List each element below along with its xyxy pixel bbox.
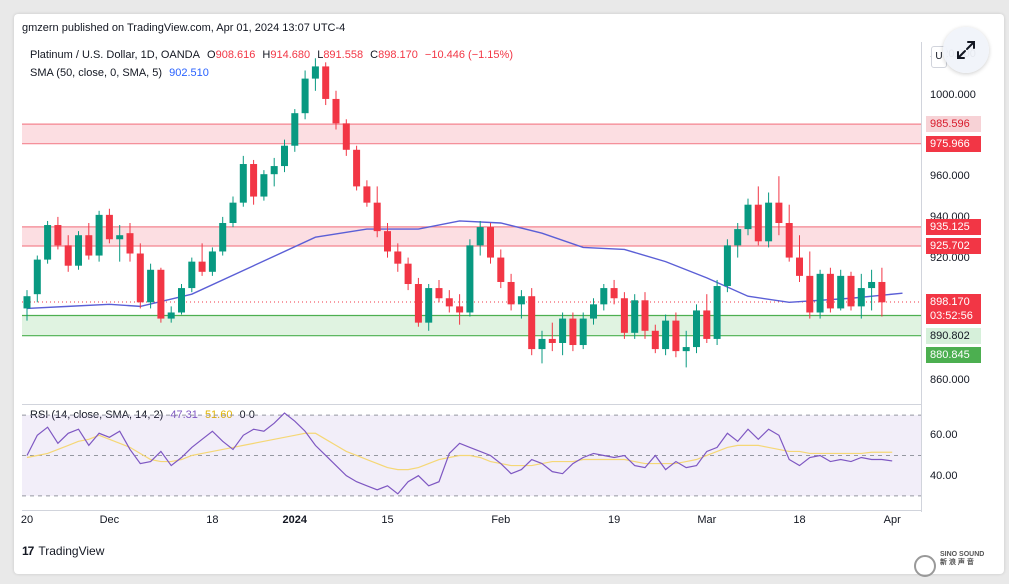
rsi-tick-label: 60.00 [930, 429, 958, 442]
watermark-line-2: 新 浪 声 音 [940, 559, 974, 566]
close-label: C [370, 49, 379, 61]
price-tag: 880.845 [926, 346, 981, 363]
time-tick-label: 18 [793, 514, 806, 526]
change-value: −10.446 (−1.15%) [424, 49, 513, 61]
publisher-line: gmzern published on TradingView.com, Apr… [22, 22, 346, 34]
rsi-name: RSI (14, close, SMA, 14, 2) [30, 409, 164, 421]
time-axis-divider [22, 510, 922, 511]
rsi-legend[interactable]: RSI (14, close, SMA, 14, 2) 47.31 51.60 … [30, 409, 259, 421]
high-value: 914.680 [270, 49, 311, 61]
price-tick-label: 960.000 [930, 170, 970, 183]
open-value: 908.616 [215, 49, 256, 61]
rsi-sma-value: 51.60 [204, 409, 233, 421]
chart-card [14, 14, 1004, 574]
price-tag: 975.966 [926, 135, 981, 152]
time-tick-label: Feb [491, 514, 511, 526]
rsi-value: 47.31 [170, 409, 198, 421]
price-axis-divider [921, 42, 922, 512]
price-tag: 890.802 [926, 327, 981, 344]
time-tick-label: 2024 [282, 514, 308, 526]
time-tick-label: 18 [206, 514, 219, 526]
tradingview-logo-icon: 17 [22, 544, 34, 558]
time-tick-label: Mar [697, 514, 717, 526]
watermark: SINO SOUND 新 浪 声 音 [940, 551, 984, 567]
low-value: 891.558 [323, 49, 364, 61]
time-tick-label: Apr [883, 514, 901, 526]
tradingview-brand[interactable]: 17 TradingView [22, 544, 104, 558]
expand-icon [957, 41, 975, 59]
price-tag: 925.702 [926, 237, 981, 254]
fullscreen-button[interactable] [943, 27, 989, 73]
sma-name: SMA (50, close, 0, SMA, 5) [30, 67, 163, 79]
time-tick-label: Dec [99, 514, 120, 526]
price-tick-label: 1000.000 [930, 88, 976, 101]
time-tick-label: 15 [381, 514, 394, 526]
sma-legend[interactable]: SMA (50, close, 0, SMA, 5) 902.510 [30, 67, 213, 79]
price-tag: 898.170 [926, 293, 981, 310]
price-tag: 03:52:56 [926, 307, 981, 324]
symbol-legend: Platinum / U.S. Dollar, 1D, OANDA O908.6… [30, 49, 517, 61]
price-tick-label: 920.000 [930, 251, 970, 264]
time-tick-label: 19 [607, 514, 621, 526]
rsi-tick-label: 40.00 [930, 469, 958, 482]
watermark-line-1: SINO SOUND [940, 551, 985, 558]
symbol-name[interactable]: Platinum / U.S. Dollar, 1D, OANDA [30, 49, 200, 61]
watermark-logo-icon [914, 555, 936, 577]
high-label: H [262, 49, 271, 61]
price-tag: 985.596 [926, 116, 981, 133]
rsi-extra: 0 0 [239, 409, 255, 421]
brand-name: TradingView [38, 544, 105, 558]
price-tag: 935.125 [926, 218, 981, 235]
price-tick-label: 860.000 [930, 373, 970, 386]
open-label: O [207, 49, 216, 61]
sma-value: 902.510 [169, 67, 209, 79]
low-label: L [317, 49, 324, 61]
close-value: 898.170 [378, 49, 418, 61]
time-tick-label: 20 [20, 514, 34, 526]
pane-divider[interactable] [22, 404, 922, 405]
